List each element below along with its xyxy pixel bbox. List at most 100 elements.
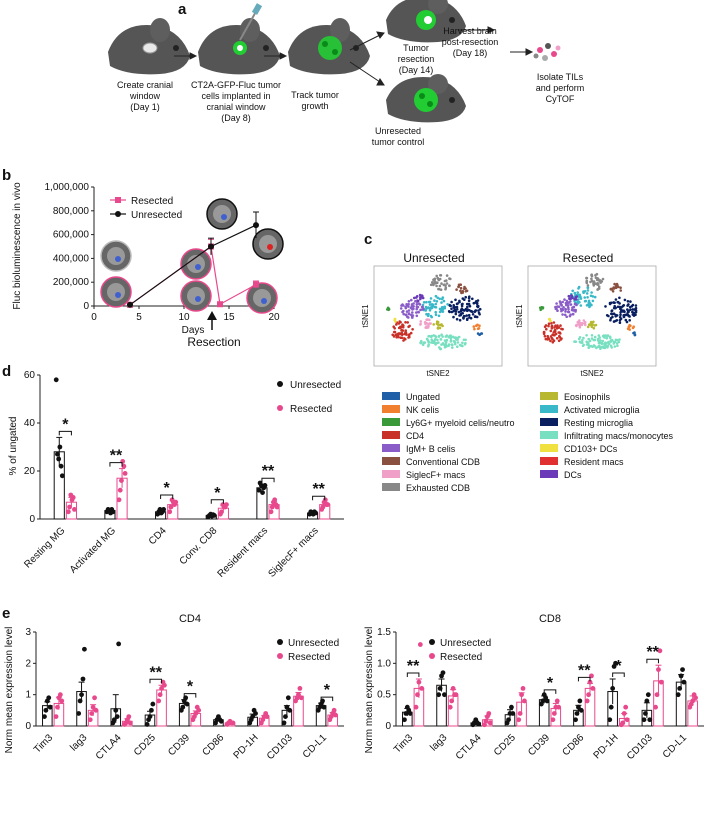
legend-dot-unresected: [277, 639, 283, 645]
tsne-point: [467, 313, 471, 317]
tsne-point: [445, 279, 448, 282]
tsne-point: [439, 347, 442, 351]
tsne-point: [451, 335, 455, 339]
tsne-point: [617, 340, 621, 344]
biolum-signal: [115, 256, 121, 262]
tsne-point: [615, 319, 619, 322]
legend-swatch: [382, 405, 400, 413]
x-category-label: CD39: [526, 732, 552, 758]
legend-label: Ungated: [406, 392, 440, 402]
resection-arrow-icon: [207, 311, 217, 320]
tsne-point: [433, 277, 437, 281]
data-point: [520, 686, 526, 691]
tsne-point: [554, 332, 558, 336]
tsne-point: [452, 309, 455, 313]
tsne-point: [405, 310, 409, 313]
tsne-point: [448, 303, 451, 307]
legend-swatch: [540, 405, 558, 413]
tsne-point: [599, 279, 602, 282]
tsne-point: [604, 345, 607, 349]
significance-bracket: [577, 676, 591, 682]
tsne-point: [429, 283, 433, 287]
tsne-point: [416, 305, 420, 309]
data-point: [678, 673, 684, 679]
tsne-point: [463, 298, 466, 302]
tsne-point: [400, 325, 403, 329]
tsne-point: [394, 320, 397, 323]
resection-marker: Resection: [187, 311, 241, 349]
tsne-point: [471, 297, 474, 301]
data-point: [608, 704, 614, 710]
tsne-point: [407, 312, 411, 315]
tsne-point: [549, 329, 553, 333]
tsne-point: [451, 346, 454, 349]
tsne-point: [618, 338, 621, 341]
tsne-point: [593, 345, 597, 348]
data-point: [284, 704, 290, 710]
tsne-point: [632, 325, 635, 329]
biolum-image-inner: [107, 247, 125, 265]
tsne-point: [440, 301, 443, 304]
legend-label: Activated microglia: [564, 405, 640, 415]
panel-d: d % of ungated 0 20 40 60 Resting MG * Activate…: [2, 363, 344, 580]
tsne-point: [405, 303, 408, 306]
tsne-point: [570, 294, 573, 297]
data-point: [657, 648, 663, 654]
data-point: [476, 721, 482, 727]
data-point: [57, 444, 63, 450]
data-point: [551, 711, 557, 716]
tsne-point: [587, 346, 590, 350]
panel-letter-a: a: [178, 1, 187, 18]
tsne-point: [424, 321, 428, 325]
tsne-point: [558, 331, 561, 334]
tsne-point: [559, 324, 562, 327]
tsne-point: [444, 335, 448, 338]
tsne-point: [558, 335, 562, 339]
tsne-point: [462, 314, 466, 318]
data-point: [440, 670, 446, 676]
data-point: [92, 695, 97, 701]
data-point: [219, 509, 224, 515]
tsne-point: [402, 339, 405, 342]
tsne-point: [410, 313, 413, 317]
data-point: [285, 695, 291, 701]
tsne-point: [456, 302, 459, 305]
tsne-point: [461, 291, 465, 294]
data-point: [211, 513, 217, 518]
tsne-point: [572, 305, 576, 309]
tsne-point: [419, 320, 423, 323]
tsne-point: [543, 334, 547, 338]
tsne-point: [445, 274, 449, 277]
tsne-point: [425, 318, 428, 322]
panel-d-chart: % of ungated 0 20 40 60 Resting MG * Activated …: [8, 370, 344, 580]
tsne-point: [586, 286, 590, 290]
tsne-point: [546, 334, 549, 338]
x-category-label: Tim3: [32, 732, 56, 756]
tsne-point: [435, 300, 439, 303]
data-point: [574, 711, 580, 716]
tsne-point: [603, 342, 606, 346]
y-tick-label: 1,000,000: [45, 182, 90, 193]
data-point: [624, 717, 630, 723]
tsne-point: [571, 296, 574, 300]
legend-swatch: [540, 431, 558, 439]
tsne-point: [429, 297, 433, 300]
data-point: [540, 698, 546, 704]
y-tick-label: 1: [25, 690, 31, 701]
data-point: [584, 698, 590, 704]
data-point: [127, 720, 133, 726]
tsne-point: [626, 308, 629, 311]
tsne-point: [586, 296, 589, 299]
tsne-point: [623, 298, 627, 302]
panel-e-chart-cd4: CD4 Norm mean expression level 0 1 2 3 Tim3 lag…: [4, 613, 344, 762]
tsne-point: [544, 337, 548, 341]
tsne-point: [410, 298, 413, 302]
tsne-point: [594, 323, 598, 327]
legend-marker-unresected: [115, 211, 121, 217]
tsne-point: [629, 308, 632, 312]
data-point: [506, 717, 511, 723]
tsne-point: [433, 299, 436, 302]
tsne-point: [547, 322, 551, 326]
tsne-point: [612, 320, 616, 323]
